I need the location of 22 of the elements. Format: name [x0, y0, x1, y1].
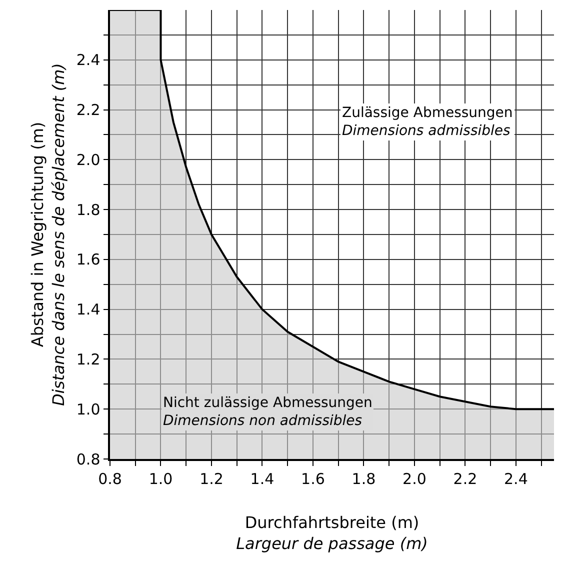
y-tick-label: 1.6 — [76, 250, 100, 269]
x-axis-title: Durchfahrtsbreite (m) Largeur de passage (m) — [236, 512, 428, 553]
y-tick-label: 1.4 — [76, 300, 100, 319]
x-tick-label: 1.8 — [352, 470, 376, 488]
annotation: Nicht zulässige Abmessungen Dimensions non admissibles — [163, 395, 372, 430]
annotation: Zulässige Abmessungen Dimensions admissibles — [342, 105, 513, 140]
y-tick-label: 1.2 — [76, 350, 100, 368]
y-tick-label: 2.0 — [76, 150, 100, 169]
x-tick-label: 1.2 — [200, 470, 224, 488]
y-tick-label: 1.8 — [76, 200, 100, 219]
y-tick-label: 2.2 — [76, 101, 100, 120]
x-tick-label: 2.0 — [402, 470, 426, 488]
x-tick-label: 1.6 — [301, 470, 325, 488]
x-tick-label: 2.2 — [453, 470, 478, 488]
y-axis-title: Abstand in Wegrichtung (m) Distance dans le sens de déplacement (m) — [28, 63, 68, 406]
x-tick-label: 1.4 — [250, 470, 274, 488]
x-tick-label: 1.0 — [148, 470, 173, 488]
y-tick-label: 0.8 — [76, 450, 100, 468]
x-tick-label: 0.8 — [98, 470, 122, 488]
y-tick-label: 2.4 — [76, 51, 100, 70]
x-tick-label: 2.4 — [504, 470, 528, 488]
y-tick-label: 1.0 — [76, 400, 100, 418]
